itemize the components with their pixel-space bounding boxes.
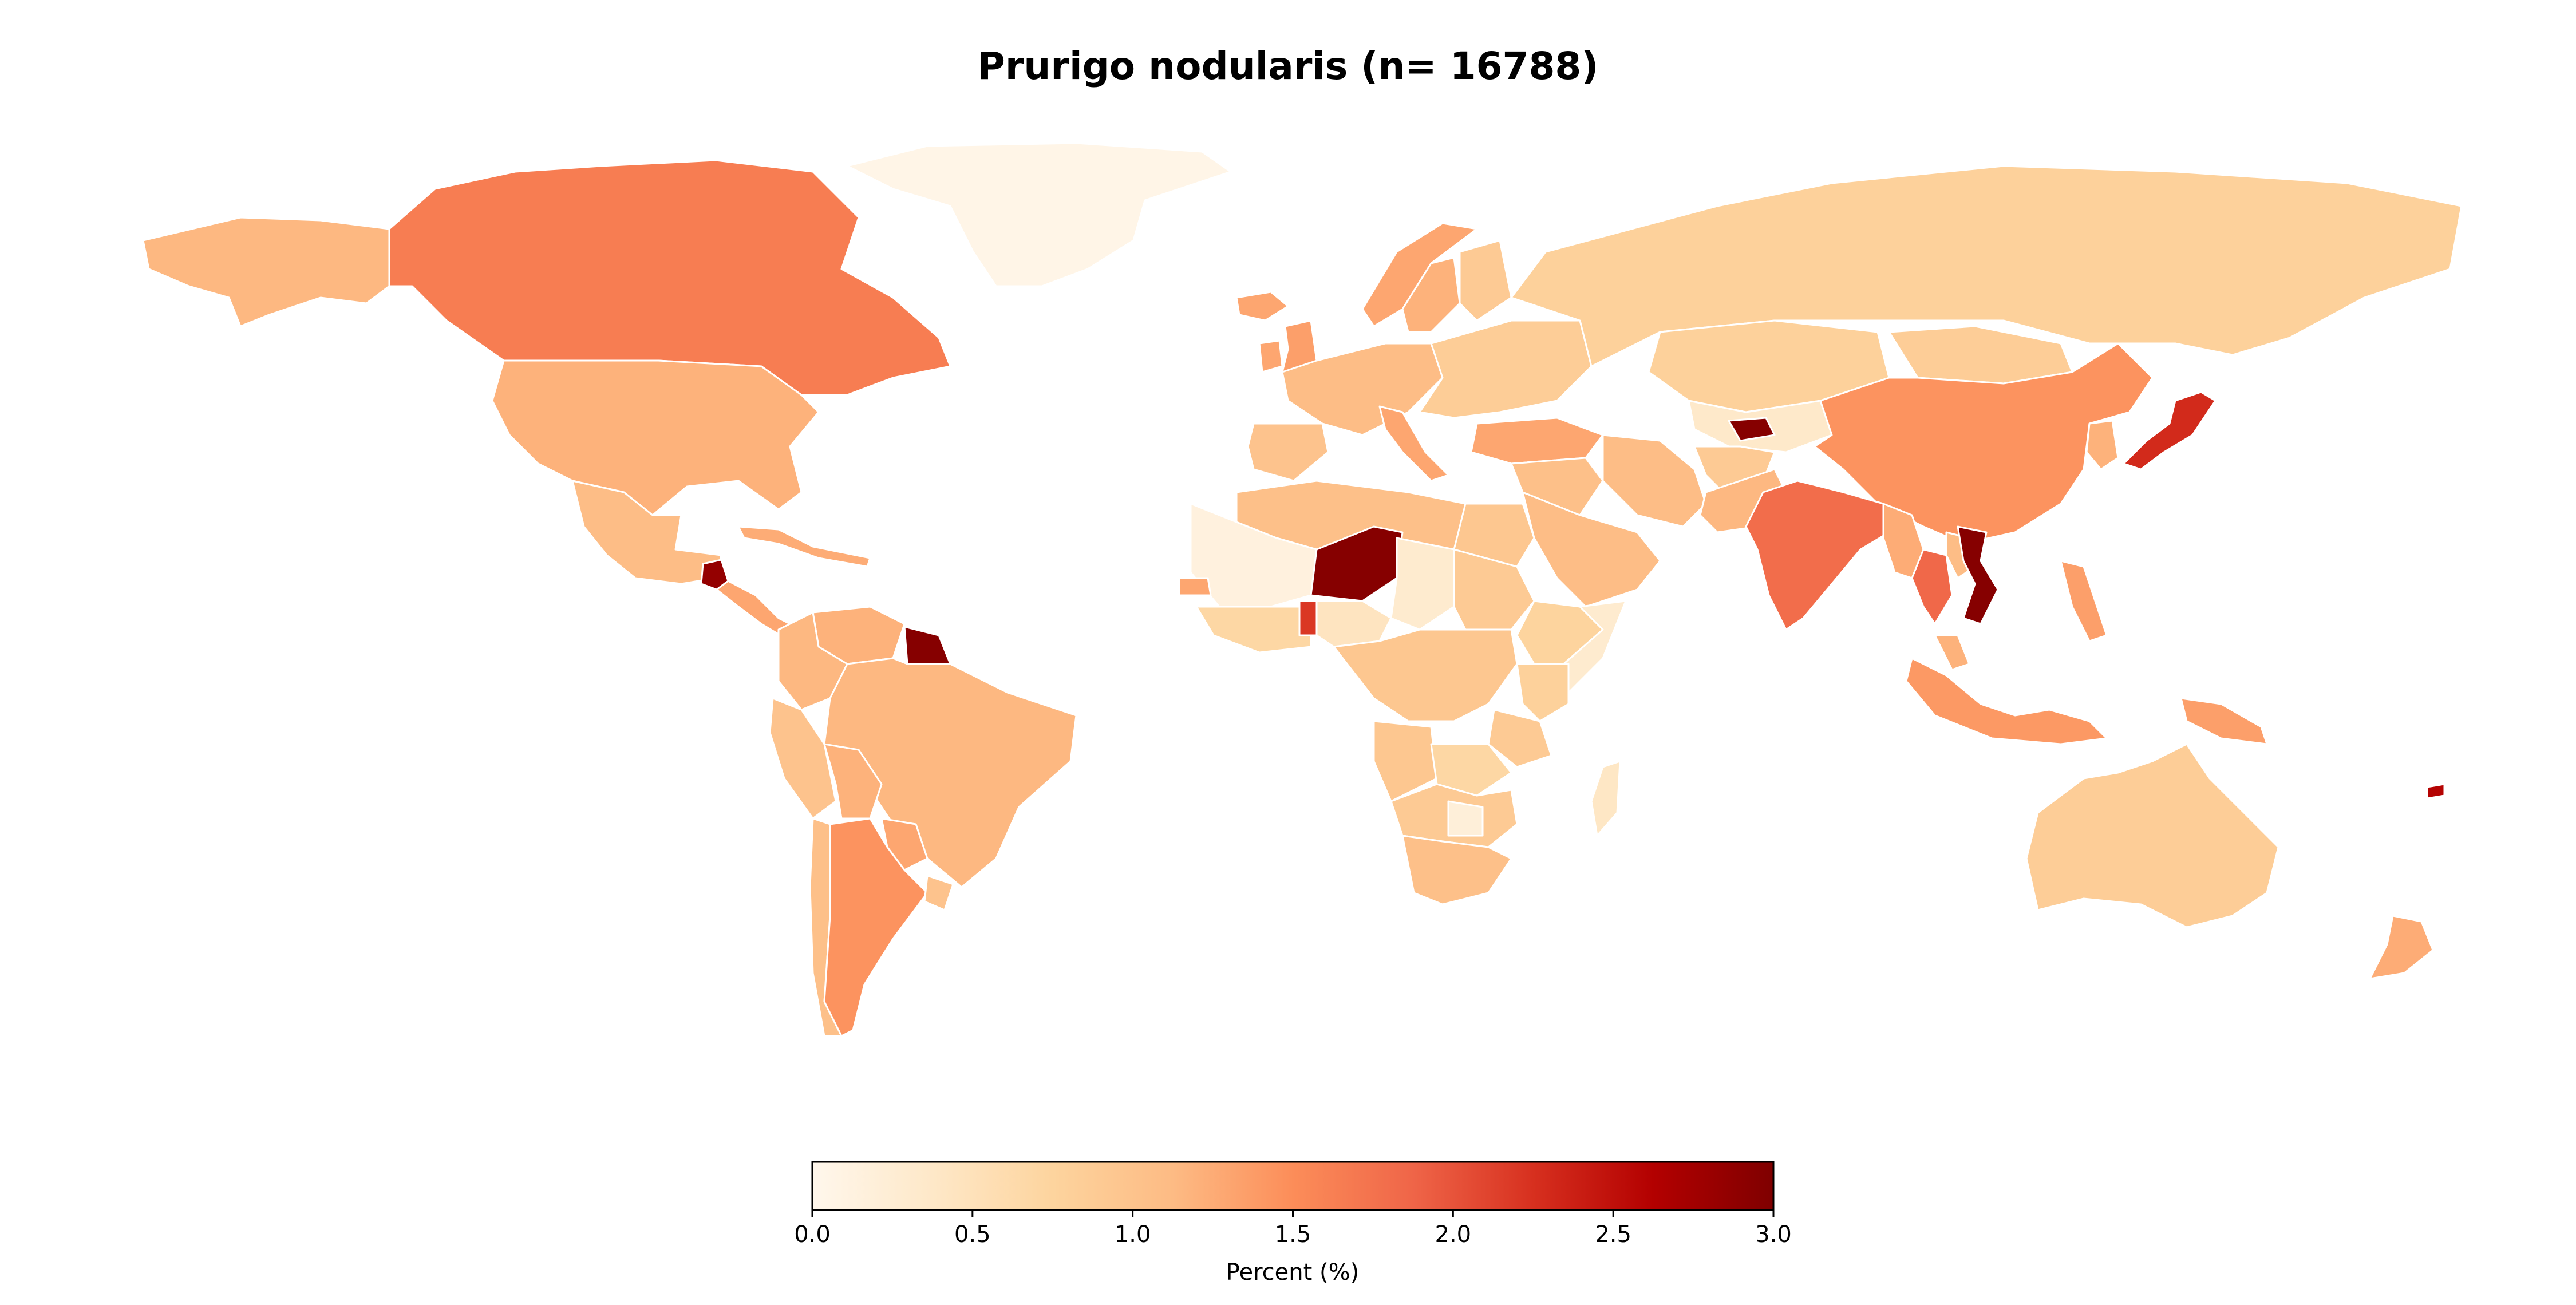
colorbar-tick-label: 1.5 [1275, 1221, 1311, 1248]
colorbar-gradient [811, 1161, 1775, 1211]
region-uruguay [923, 875, 954, 911]
region-central-africa [1333, 628, 1518, 722]
region-spain [1247, 422, 1329, 482]
region-india [1745, 480, 1890, 631]
colorbar-tick-label: 0.5 [954, 1221, 991, 1248]
colorbar-tick-label: 2.5 [1595, 1221, 1631, 1248]
region-zambia [1430, 743, 1512, 797]
region-sudan [1453, 548, 1535, 631]
region-australia [2025, 743, 2279, 928]
region-tanzania [1487, 709, 1552, 768]
region-mongolia [1888, 325, 2073, 385]
region-canada [388, 159, 951, 396]
region-norway [1361, 222, 1478, 327]
region-greenland [846, 142, 1232, 287]
region-ireland [1258, 339, 1283, 373]
region-caribbean [737, 525, 871, 568]
colorbar-ticks: 0.0 0.5 1.0 1.5 2.0 2.5 3.0 [794, 1210, 1792, 1248]
region-argentina [823, 817, 929, 1037]
region-paraguay [880, 817, 929, 871]
region-fiji [2426, 783, 2445, 800]
region-saudi-arabia [1522, 491, 1661, 608]
region-angola [1373, 720, 1438, 802]
region-botswana [1447, 800, 1484, 837]
region-iran [1602, 434, 1707, 528]
colorbar-tick-label: 1.0 [1115, 1221, 1151, 1248]
colorbar: 0.0 0.5 1.0 1.5 2.0 2.5 3.0 Percent (%) [794, 1161, 1792, 1286]
region-turkey [1470, 417, 1604, 465]
region-kenya [1516, 663, 1570, 722]
region-japan [2123, 391, 2217, 470]
region-tajikistan [1728, 417, 1776, 442]
region-peru [769, 697, 837, 820]
world-map [142, 142, 2463, 1037]
region-vietnam [1957, 525, 1999, 625]
region-philippines [2060, 560, 2108, 642]
region-alaska [142, 216, 390, 327]
region-china [1814, 342, 2154, 545]
region-benin [1298, 600, 1318, 636]
region-west-africa [1195, 606, 1312, 654]
colorbar-label: Percent (%) [1226, 1259, 1359, 1286]
region-korea [2085, 420, 2119, 470]
region-senegal [1178, 577, 1212, 596]
region-nigeria [1315, 600, 1392, 648]
region-south-africa [1401, 835, 1512, 905]
region-madagascar [1590, 760, 1621, 837]
colorbar-tick-label: 2.0 [1435, 1221, 1472, 1248]
chart-title: Prurigo nodularis (n= 16788) [977, 44, 1598, 88]
region-new-zealand [2369, 915, 2434, 980]
region-finland [1459, 239, 1512, 322]
region-malaysia [1934, 634, 1970, 671]
region-iceland [1235, 291, 1289, 322]
region-united-states [491, 359, 820, 516]
region-italy [1378, 405, 1449, 482]
region-eastern-europe [1419, 319, 1593, 419]
region-indonesia [1905, 657, 2108, 745]
region-papua-new-guinea [2180, 697, 2268, 745]
colorbar-tick-label: 3.0 [1755, 1221, 1792, 1248]
region-chad [1390, 537, 1455, 631]
colorbar-tick-label: 0.0 [794, 1221, 831, 1248]
